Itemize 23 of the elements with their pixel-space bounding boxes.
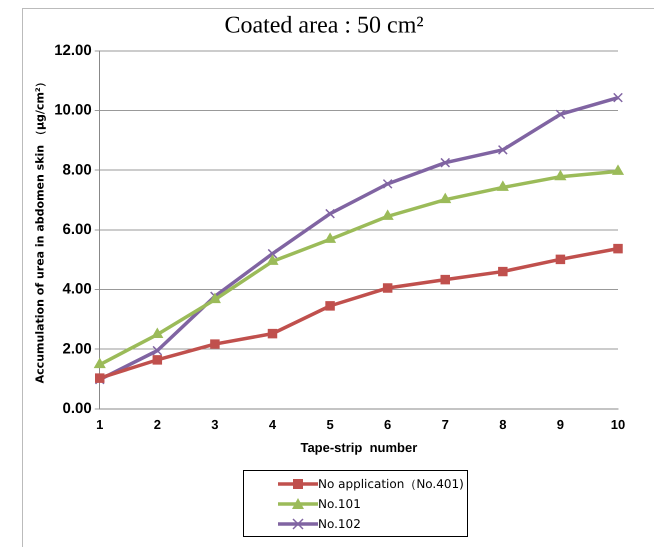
legend-label: No application（No.401) — [318, 476, 464, 492]
x-tick-label: 9 — [556, 417, 564, 432]
y-axis-title: Accumulation of urea in abdomen skin （μg/cm²） — [33, 76, 46, 384]
x-tick-label: 4 — [268, 417, 277, 432]
y-tick-label: 12.00 — [54, 42, 92, 59]
x-tick-label: 8 — [499, 417, 506, 432]
chart-title: Coated area : 50 cm² — [224, 12, 424, 39]
y-tick-label: 8.00 — [62, 161, 92, 178]
x-tick-label: 2 — [154, 417, 161, 432]
y-tick-label: 6.00 — [62, 220, 92, 238]
x-tick-label: 1 — [96, 417, 104, 432]
y-tick-label: 2.00 — [62, 340, 92, 358]
y-tick-label: 0.00 — [62, 400, 92, 417]
x-tick-label: 10 — [610, 417, 626, 432]
legend-label: No.102 — [318, 517, 361, 531]
x-tick-label: 6 — [384, 417, 392, 432]
x-axis-title: Tape-strip number — [300, 440, 418, 455]
x-tick-label: 3 — [211, 417, 219, 432]
x-tick-label: 5 — [326, 417, 334, 432]
y-tick-label: 4.00 — [62, 280, 92, 298]
x-tick-label: 7 — [442, 417, 449, 432]
legend-label: No.101 — [318, 497, 361, 511]
y-tick-label: 10.00 — [54, 102, 92, 119]
